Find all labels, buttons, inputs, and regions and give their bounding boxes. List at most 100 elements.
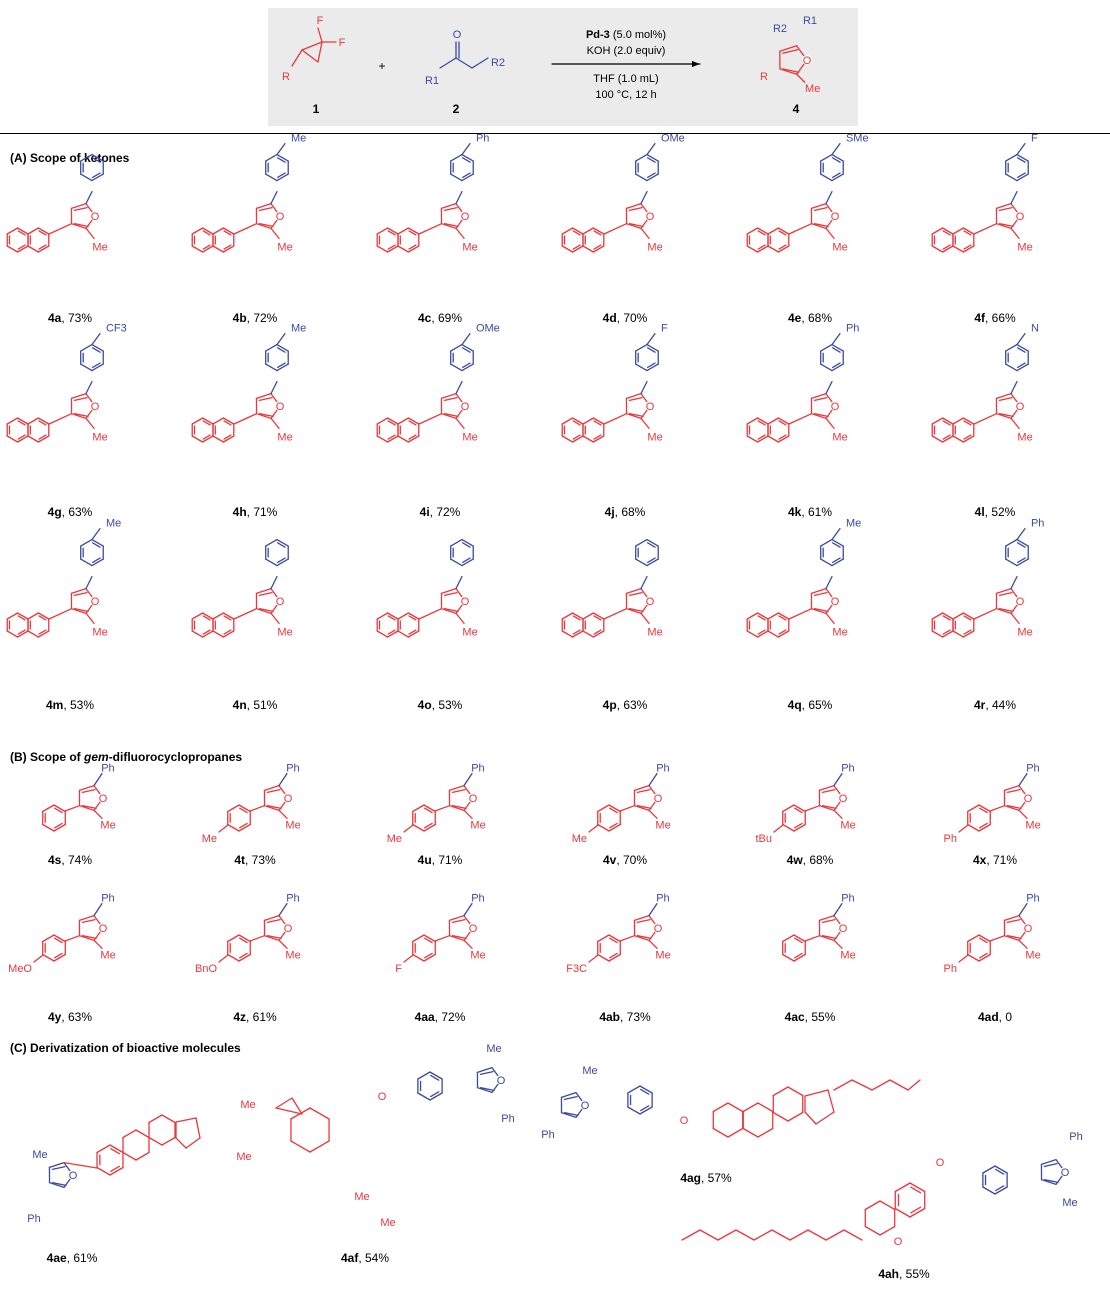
compound-label-4aa: 4aa, 72% <box>415 1010 466 1024</box>
svg-text:Me: Me <box>32 1149 47 1161</box>
svg-text:2: 2 <box>453 102 460 116</box>
svg-text:Me: Me <box>285 819 300 831</box>
svg-text:Me: Me <box>1017 241 1032 253</box>
svg-text:Me: Me <box>1017 626 1032 638</box>
svg-text:F: F <box>339 37 346 49</box>
svg-text:R2: R2 <box>773 23 787 35</box>
structure-4z: O Ph Me BnO <box>195 893 301 975</box>
structure-4k: O Me Ph <box>746 323 859 443</box>
compound-label-4r: 4r, 44% <box>974 698 1016 712</box>
structure-4n: O Me <box>191 538 293 638</box>
compound-label-4ad: 4ad, 0 <box>978 1010 1012 1024</box>
svg-text:MeO: MeO <box>8 963 32 975</box>
svg-text:O: O <box>936 1157 945 1169</box>
svg-text:Me: Me <box>647 241 662 253</box>
structure-4t: O Ph Me Me <box>202 763 301 845</box>
svg-text:Me: Me <box>572 833 587 845</box>
svg-text:O: O <box>646 401 655 413</box>
svg-text:Me: Me <box>832 241 847 253</box>
compound-label-4t: 4t, 73% <box>234 853 276 867</box>
compound-label-4c: 4c, 69% <box>418 311 462 325</box>
svg-text:Me: Me <box>462 431 477 443</box>
svg-text:Me: Me <box>92 626 107 638</box>
svg-text:Me: Me <box>846 518 861 530</box>
svg-text:O: O <box>276 596 285 608</box>
svg-text:O: O <box>284 793 293 805</box>
section-heading-difluorocyclopropanes: (B) Scope of gem-difluorocyclopropanes <box>10 750 243 764</box>
svg-text:O: O <box>1061 1167 1070 1179</box>
svg-text:O: O <box>839 923 848 935</box>
svg-text:O: O <box>378 1091 387 1103</box>
svg-text:O: O <box>581 1100 590 1112</box>
svg-text:Ph: Ph <box>841 763 854 775</box>
structure-4x: O Ph Me Ph <box>944 763 1041 845</box>
svg-text:F: F <box>395 963 402 975</box>
compound-label-4ac: 4ac, 55% <box>785 1010 836 1024</box>
svg-text:Me: Me <box>470 819 485 831</box>
structure-4ad: O Ph Me Ph <box>944 893 1041 975</box>
compound-label-4k: 4k, 61% <box>788 505 832 519</box>
svg-text:Me: Me <box>1025 819 1040 831</box>
svg-text:1: 1 <box>313 102 320 116</box>
compound-label-4s: 4s, 74% <box>48 853 92 867</box>
svg-text:O: O <box>461 211 470 223</box>
compound-label-4e: 4e, 68% <box>788 311 832 325</box>
svg-text:O: O <box>99 793 108 805</box>
compound-label-4u: 4u, 71% <box>418 853 463 867</box>
compound-label-4n: 4n, 51% <box>233 698 278 712</box>
compound-label-4q: 4q, 65% <box>788 698 833 712</box>
svg-text:Ph: Ph <box>944 963 957 975</box>
svg-text:Me: Me <box>202 833 217 845</box>
svg-text:Me: Me <box>291 133 306 145</box>
svg-text:Me: Me <box>387 833 402 845</box>
compound-label-4x: 4x, 71% <box>973 853 1017 867</box>
svg-text:F3C: F3C <box>566 963 587 975</box>
compound-label-4af: 4af, 54% <box>341 1251 389 1265</box>
structure-4ab: O Ph Me F3C <box>566 893 670 975</box>
structure-4s: O Ph Me <box>42 763 116 832</box>
svg-text:Me: Me <box>805 83 820 95</box>
svg-text:O: O <box>453 29 462 41</box>
compound-label-4y: 4y, 63% <box>48 1010 92 1024</box>
svg-text:R: R <box>282 71 290 83</box>
svg-text:O: O <box>1024 793 1033 805</box>
svg-text:Pd-3 (5.0 mol%): Pd-3 (5.0 mol%) <box>586 29 666 41</box>
svg-text:Ph: Ph <box>101 763 114 775</box>
structure-4ac: O Ph Me <box>782 893 856 962</box>
compound-label-4f: 4f, 66% <box>974 311 1016 325</box>
svg-text:F: F <box>1031 133 1038 145</box>
svg-text:O: O <box>91 401 100 413</box>
structure-4f: O Me F <box>931 133 1038 253</box>
compound-label-4o: 4o, 53% <box>418 698 463 712</box>
compound-label-4h: 4h, 71% <box>233 505 278 519</box>
svg-text:Me: Me <box>277 431 292 443</box>
svg-text:Me: Me <box>106 518 121 530</box>
section-heading-bioactive: (C) Derivatization of bioactive molecule… <box>10 1041 241 1055</box>
svg-text:O: O <box>803 55 812 67</box>
svg-text:Me: Me <box>277 241 292 253</box>
compound-label-4g: 4g, 63% <box>48 505 93 519</box>
svg-text:Me: Me <box>1062 1197 1077 1209</box>
svg-text:Me: Me <box>840 949 855 961</box>
svg-text:Ph: Ph <box>501 1113 514 1125</box>
svg-text:O: O <box>469 923 478 935</box>
reaction-scheme-box <box>268 8 858 126</box>
svg-text:R: R <box>760 71 768 83</box>
compound-label-4i: 4i, 72% <box>420 505 461 519</box>
compound-label-4ag: 4ag, 57% <box>680 1171 732 1185</box>
compound-label-4z: 4z, 61% <box>233 1010 277 1024</box>
svg-text:Me: Me <box>832 626 847 638</box>
svg-text:Ph: Ph <box>541 1129 554 1141</box>
svg-text:Me: Me <box>240 1099 255 1111</box>
structure-4m: O Me Me <box>6 518 121 638</box>
compound-label-4a: 4a, 73% <box>48 311 92 325</box>
svg-text:Ph: Ph <box>471 893 484 905</box>
svg-text:Me: Me <box>647 626 662 638</box>
compound-label-4ah: 4ah, 55% <box>878 1267 930 1281</box>
structure-4a: O Me <box>6 153 108 253</box>
svg-text:Ph: Ph <box>1026 893 1039 905</box>
svg-text:Ph: Ph <box>476 133 489 145</box>
compound-label-4v: 4v, 70% <box>603 853 647 867</box>
svg-text:O: O <box>276 211 285 223</box>
